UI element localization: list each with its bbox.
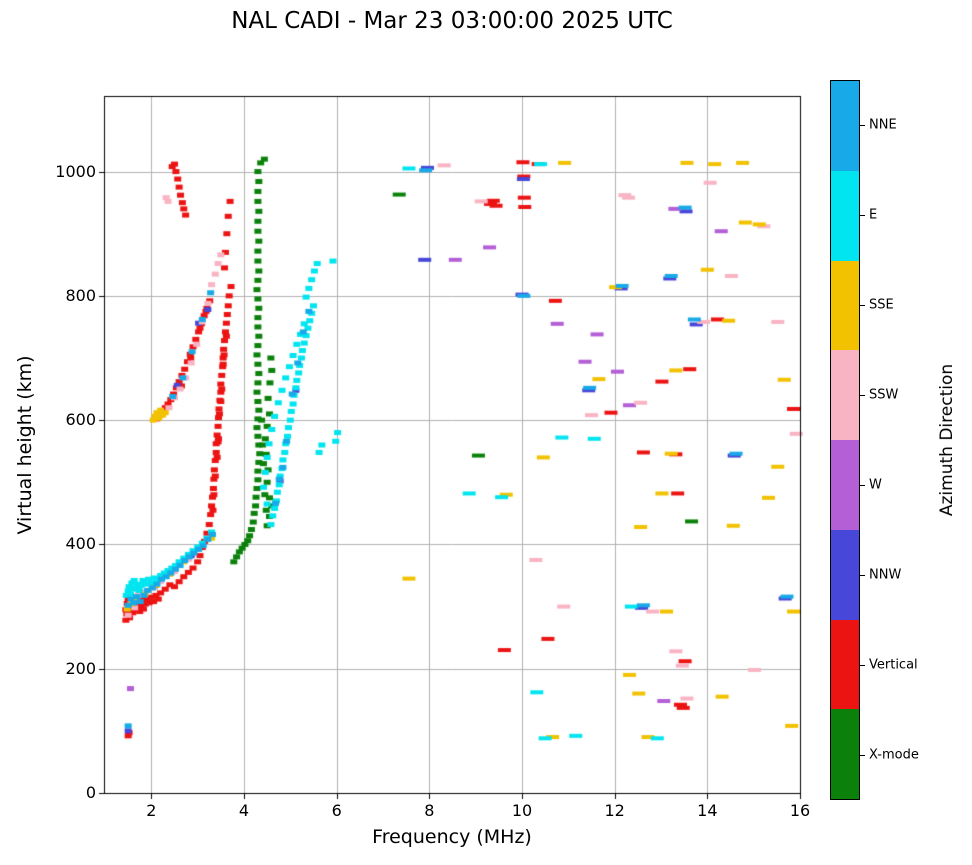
colorbar-label-sse: SSE (869, 297, 894, 313)
colorbar-segment-x-mode (831, 709, 859, 799)
x-axis-label: Frequency (MHz) (372, 826, 532, 848)
colorbar-tick (860, 664, 865, 666)
x-tick-label-12: 12 (604, 801, 625, 820)
y-tick-label-400: 400 (65, 534, 96, 554)
colorbar-tick (860, 214, 865, 216)
colorbar-tick (860, 394, 865, 396)
y-tick-label-800: 800 (65, 285, 96, 305)
colorbar-label-e: E (869, 207, 878, 223)
colorbar-tick (860, 754, 865, 756)
colorbar-segment-sse (831, 260, 859, 351)
x-tick-label-14: 14 (697, 801, 718, 820)
y-tick-label-1000: 1000 (55, 161, 96, 181)
colorbar-segment-nne (831, 81, 859, 171)
colorbar-segment-nnw (831, 529, 859, 620)
x-tick-label-4: 4 (238, 801, 250, 820)
colorbar-tick (860, 484, 865, 486)
x-tick-label-16: 16 (789, 801, 811, 820)
colorbar-tick (860, 574, 865, 576)
colorbar-axis-label: Azimuth Direction (937, 363, 957, 517)
colorbar-label-vertical: Vertical (869, 657, 918, 673)
y-axis-label: Virtual height (km) (14, 355, 36, 535)
azimuth-colorbar (830, 80, 860, 800)
colorbar-label-nnw: NNW (869, 567, 902, 583)
x-tick-label-10: 10 (511, 801, 533, 820)
colorbar-segment-w (831, 440, 859, 530)
colorbar-label-nne: NNE (869, 117, 897, 133)
x-tick-label-6: 6 (331, 801, 342, 820)
x-tick-label-2: 2 (146, 801, 157, 820)
y-tick-label-200: 200 (65, 658, 96, 678)
colorbar-tick (860, 124, 865, 126)
x-tick-label-8: 8 (424, 801, 435, 820)
colorbar-tick (860, 304, 865, 306)
y-tick-label-0: 0 (85, 783, 96, 802)
colorbar-label-x-mode: X-mode (869, 747, 919, 763)
colorbar-segment-ssw (831, 350, 859, 440)
y-tick-label-600: 600 (65, 410, 96, 430)
colorbar-label-w: W (869, 477, 882, 493)
colorbar-segment-e (831, 170, 859, 261)
colorbar-segment-vertical (831, 619, 859, 710)
chart-title: NAL CADI - Mar 23 03:00:00 2025 UTC (231, 8, 673, 34)
colorbar-label-ssw: SSW (869, 387, 899, 403)
